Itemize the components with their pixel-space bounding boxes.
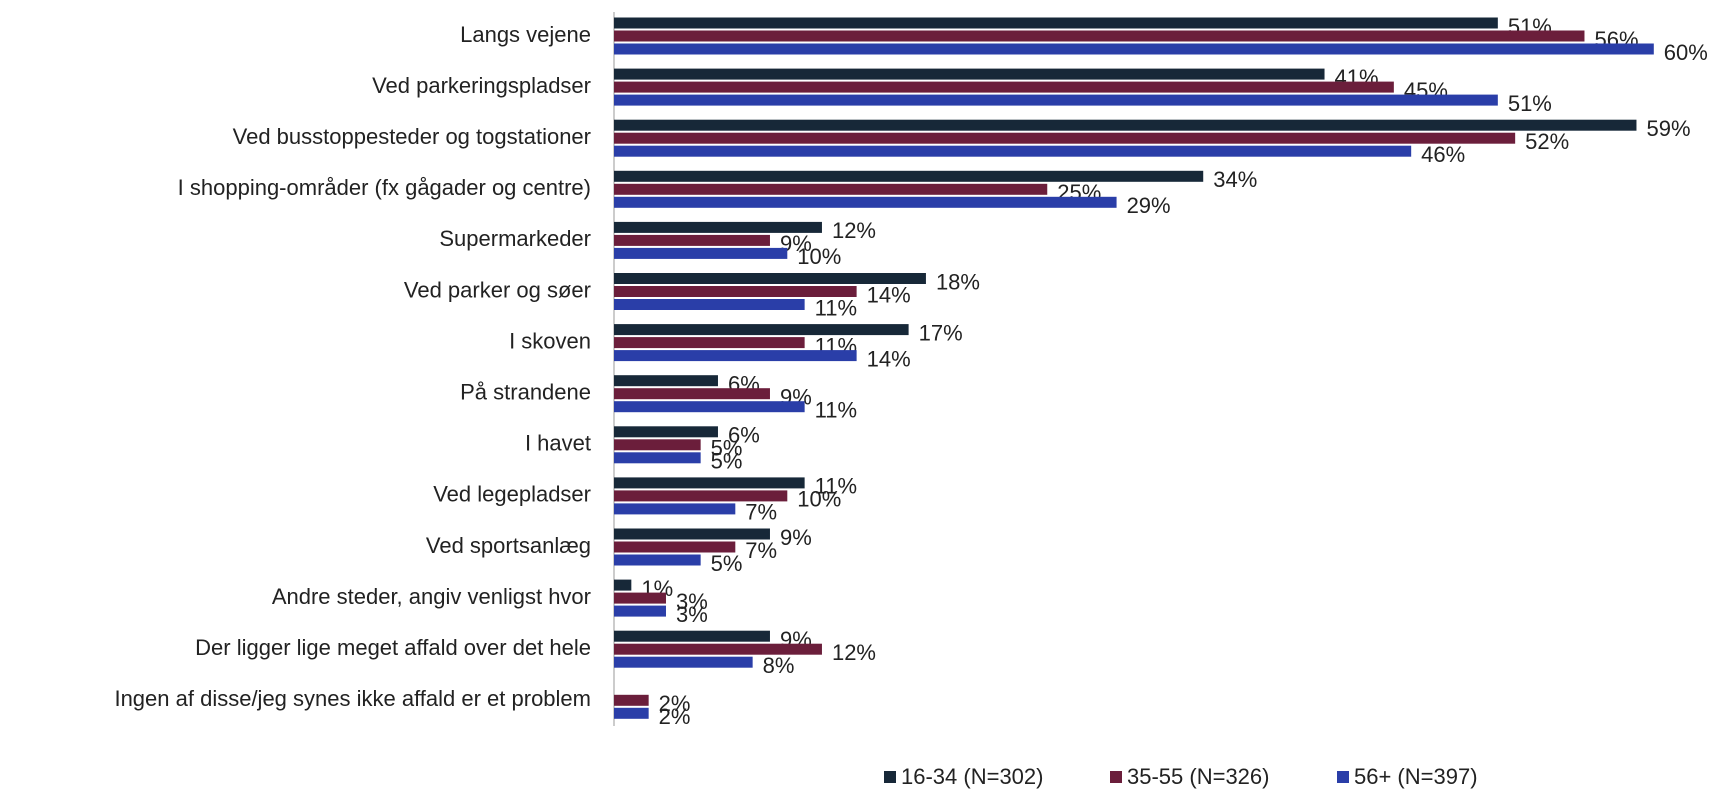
data-label: 2%	[659, 691, 691, 716]
bar	[614, 247, 788, 259]
category-label: Der ligger lige meget affald over det he…	[195, 635, 591, 660]
data-label: 52%	[1525, 129, 1569, 154]
data-label: 34%	[1213, 167, 1257, 192]
data-label: 11%	[815, 474, 857, 499]
bar	[614, 234, 770, 246]
bar	[614, 221, 822, 233]
data-label: 8%	[763, 653, 795, 678]
data-label: 12%	[832, 218, 876, 243]
bar	[614, 426, 718, 438]
data-label: 18%	[936, 269, 980, 294]
bar	[614, 286, 857, 297]
data-label: 29%	[1127, 193, 1171, 218]
bar	[614, 299, 805, 310]
category-label: Ved sportsanlæg	[426, 533, 591, 558]
bar	[614, 183, 1048, 195]
bar	[614, 132, 1516, 144]
data-label: 60%	[1664, 40, 1708, 65]
data-label: 11%	[815, 398, 857, 423]
data-label: 9%	[780, 525, 812, 550]
bar	[614, 81, 1394, 93]
bar	[614, 656, 753, 668]
legend-swatch	[884, 771, 896, 783]
bar	[614, 554, 701, 566]
data-label: 3%	[676, 589, 708, 614]
bar	[614, 605, 666, 617]
bar	[614, 694, 649, 706]
data-label: 59%	[1646, 116, 1690, 141]
category-label: Langs vejene	[460, 22, 591, 47]
bar	[614, 477, 805, 489]
data-label: 6%	[728, 423, 760, 448]
data-label: 5%	[711, 551, 743, 576]
legend-swatch	[1110, 771, 1122, 783]
data-label: 14%	[867, 282, 911, 307]
bar	[614, 30, 1585, 42]
bar	[614, 196, 1117, 208]
bar	[614, 592, 666, 604]
bar	[614, 490, 788, 502]
legend-label: 16-34 (N=302)	[901, 764, 1043, 789]
category-label: Ved parker og søer	[404, 277, 591, 302]
bar	[614, 145, 1412, 157]
bar	[614, 273, 926, 284]
data-label: 10%	[797, 487, 841, 512]
data-label: 14%	[867, 346, 911, 371]
data-label: 11%	[815, 295, 857, 320]
bar	[614, 528, 770, 540]
data-label: 46%	[1421, 142, 1465, 167]
category-label: I skoven	[509, 328, 591, 353]
bar	[614, 707, 649, 719]
category-label: På strandene	[460, 380, 591, 405]
bar	[614, 350, 857, 362]
bar	[614, 170, 1204, 182]
category-label: Ingen af disse/jeg synes ikke affald er …	[114, 686, 591, 711]
data-label: 17%	[919, 320, 963, 345]
bar	[614, 17, 1498, 29]
data-label: 5%	[711, 449, 743, 474]
bar	[614, 643, 822, 655]
legend-swatch	[1337, 771, 1349, 783]
bar	[614, 452, 701, 464]
bar	[614, 401, 805, 413]
bar	[614, 503, 736, 515]
data-label: 51%	[1508, 91, 1552, 116]
bar	[614, 630, 770, 642]
bar	[614, 579, 632, 591]
bar	[614, 337, 805, 349]
data-label: 2%	[659, 704, 691, 729]
category-label: Andre steder, angiv venligst hvor	[272, 584, 591, 609]
bar	[614, 43, 1654, 55]
category-label: Ved legepladser	[433, 482, 591, 507]
data-label: 5%	[711, 436, 743, 461]
data-label: 12%	[832, 640, 876, 665]
data-label: 7%	[745, 500, 777, 525]
bar	[614, 388, 770, 400]
data-label: 3%	[676, 602, 708, 627]
data-label: 7%	[745, 538, 777, 563]
category-label: Ved parkeringspladser	[372, 73, 591, 98]
bar	[614, 324, 909, 336]
bar	[614, 68, 1325, 80]
bar	[614, 119, 1637, 131]
legend-label: 56+ (N=397)	[1354, 764, 1478, 789]
category-label: Ved busstoppesteder og togstationer	[233, 124, 591, 149]
bar	[614, 94, 1498, 106]
bar	[614, 375, 718, 387]
data-label: 10%	[797, 244, 841, 269]
bar	[614, 439, 701, 451]
legend-label: 35-55 (N=326)	[1127, 764, 1269, 789]
bar	[614, 541, 736, 553]
category-label: Supermarkeder	[439, 226, 591, 251]
category-label: I shopping-områder (fx gågader og centre…	[178, 175, 591, 200]
category-label: I havet	[525, 431, 591, 456]
